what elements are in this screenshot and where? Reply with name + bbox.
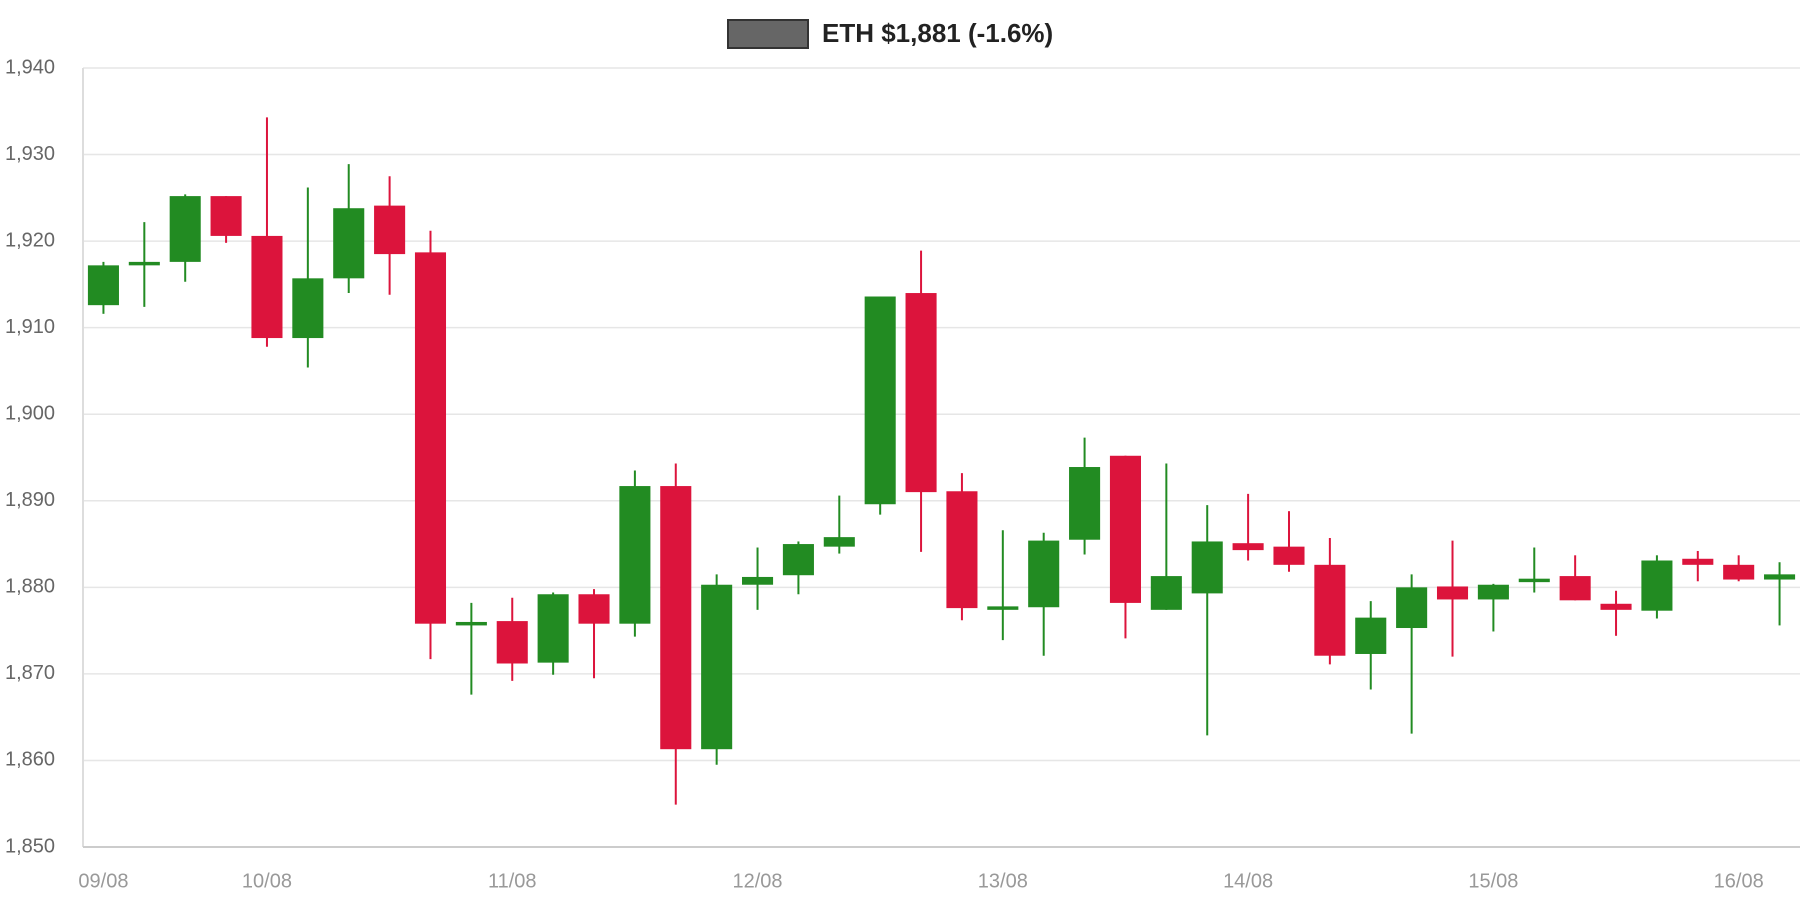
candle-body <box>333 208 365 279</box>
candle-body <box>537 594 569 663</box>
candle-body <box>1764 574 1796 580</box>
candle-body <box>1191 541 1223 594</box>
candle-body <box>823 537 855 547</box>
y-tick-label: 1,920 <box>5 229 55 251</box>
legend-label: ETH $1,881 (-1.6%) <box>822 18 1053 48</box>
y-tick-label: 1,940 <box>5 56 55 78</box>
candle-body <box>1682 558 1714 565</box>
x-tick-label: 10/08 <box>242 870 292 892</box>
candle-body <box>210 196 242 236</box>
candle-body <box>128 261 160 266</box>
candle-body <box>292 278 324 339</box>
x-tick-label: 14/08 <box>1223 870 1273 892</box>
x-tick-label: 11/08 <box>488 870 537 892</box>
candle-body <box>374 205 406 255</box>
candle-body <box>1069 467 1101 540</box>
candle-body <box>1396 587 1428 629</box>
candle-body <box>701 584 733 750</box>
candle-body <box>619 486 651 624</box>
candle-body <box>660 486 692 750</box>
candle-body <box>987 606 1019 610</box>
candle-body <box>864 296 896 505</box>
candle-body <box>1477 584 1509 600</box>
candle-body <box>1150 576 1182 610</box>
candle-body <box>1518 578 1550 583</box>
y-tick-label: 1,860 <box>5 749 55 771</box>
candle-body <box>1600 603 1632 610</box>
y-tick-label: 1,850 <box>5 835 55 857</box>
y-tick-label: 1,930 <box>5 143 55 165</box>
candle-body <box>251 235 283 339</box>
y-tick-label: 1,880 <box>5 576 55 598</box>
candle-body <box>455 621 487 626</box>
candle-body <box>946 491 978 609</box>
legend-swatch <box>727 19 809 49</box>
candle-body <box>1436 586 1469 600</box>
candle-body <box>782 544 814 576</box>
candle-body <box>1232 543 1264 551</box>
y-tick-label: 1,890 <box>5 489 55 511</box>
x-tick-label: 13/08 <box>978 870 1028 892</box>
candle-body <box>414 252 447 624</box>
candle-body <box>1109 455 1141 603</box>
candle-body <box>905 293 937 493</box>
candle-body <box>578 594 610 624</box>
candle-body <box>87 265 119 306</box>
candle-body <box>169 196 201 262</box>
y-tick-label: 1,910 <box>5 316 55 338</box>
candle-body <box>1273 546 1305 565</box>
y-tick-label: 1,900 <box>5 403 55 425</box>
candle-body <box>1355 617 1387 654</box>
candle-body <box>1723 564 1755 580</box>
y-tick-label: 1,870 <box>5 662 55 684</box>
candle-body <box>1314 564 1346 656</box>
candle-body <box>496 621 528 664</box>
candle-body <box>1559 576 1591 601</box>
x-tick-label: 12/08 <box>733 870 783 892</box>
candle-body <box>1641 560 1673 611</box>
candle-body <box>1028 540 1060 608</box>
x-tick-label: 09/08 <box>78 870 128 892</box>
x-tick-label: 16/08 <box>1714 870 1764 892</box>
x-tick-label: 15/08 <box>1468 870 1518 892</box>
candle-body <box>742 576 774 585</box>
